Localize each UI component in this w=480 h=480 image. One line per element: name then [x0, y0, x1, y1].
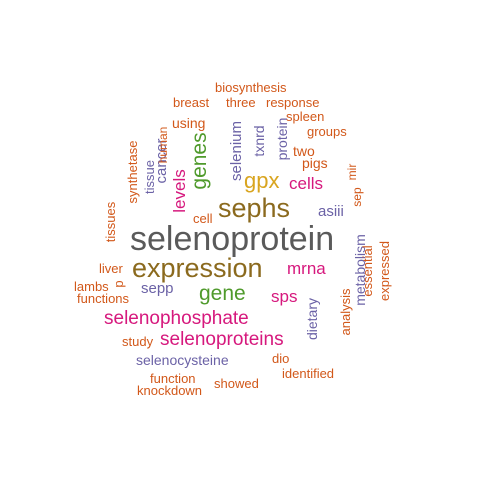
word-asiii: asiii	[318, 203, 344, 220]
word-study: study	[122, 334, 154, 349]
word-function: function	[150, 371, 196, 386]
word-biosynthesis: biosynthesis	[215, 80, 287, 95]
word-tissues: tissues	[103, 201, 118, 243]
word-liver: liver	[99, 261, 123, 276]
word-functions: functions	[77, 291, 130, 306]
word-sepp: sepp	[141, 280, 174, 297]
word-expressed: expressed	[377, 241, 392, 301]
word-mrna: mrna	[287, 259, 326, 278]
word-response: response	[266, 95, 320, 110]
word-lambs: lambs	[74, 279, 109, 294]
word-sps: sps	[271, 287, 298, 306]
word-levels: levels	[170, 169, 189, 213]
word-gene: gene	[199, 282, 246, 305]
word-showed: showed	[214, 376, 259, 391]
word-selenocysteine: selenocysteine	[136, 352, 229, 368]
word-genes: genes	[188, 132, 211, 190]
word-breast: breast	[173, 95, 210, 110]
word-txnrd: txnrd	[251, 125, 267, 157]
word-spleen: spleen	[286, 109, 325, 124]
word-selenoprotein: selenoprotein	[130, 220, 335, 258]
word-using: using	[172, 115, 206, 131]
word-sep: sep	[350, 187, 364, 207]
word-cell: cell	[193, 211, 213, 226]
word-expression: expression	[132, 253, 263, 283]
word-knockdown: knockdown	[137, 383, 203, 398]
word-selenoproteins: selenoproteins	[160, 329, 284, 350]
word-dio: dio	[272, 351, 290, 366]
word-analysis: analysis	[338, 288, 353, 336]
word-dietary: dietary	[304, 297, 320, 341]
word-essential: essential	[360, 245, 375, 297]
word-two: two	[293, 143, 315, 159]
word-tissue: tissue	[142, 160, 157, 194]
word-p: p	[111, 280, 126, 288]
word-selenophosphate: selenophosphate	[104, 308, 249, 329]
word-pigs: pigs	[302, 155, 328, 171]
word-groups: groups	[307, 124, 347, 139]
word-sephs: sephs	[218, 193, 291, 223]
word-human: human	[156, 126, 170, 164]
word-three: three	[226, 95, 256, 110]
word-gpx: gpx	[244, 168, 280, 193]
word-selenium: selenium	[228, 120, 245, 182]
word-cells: cells	[289, 174, 324, 193]
word-synthetase: synthetase	[125, 140, 140, 204]
word-identified: identified	[282, 366, 335, 381]
